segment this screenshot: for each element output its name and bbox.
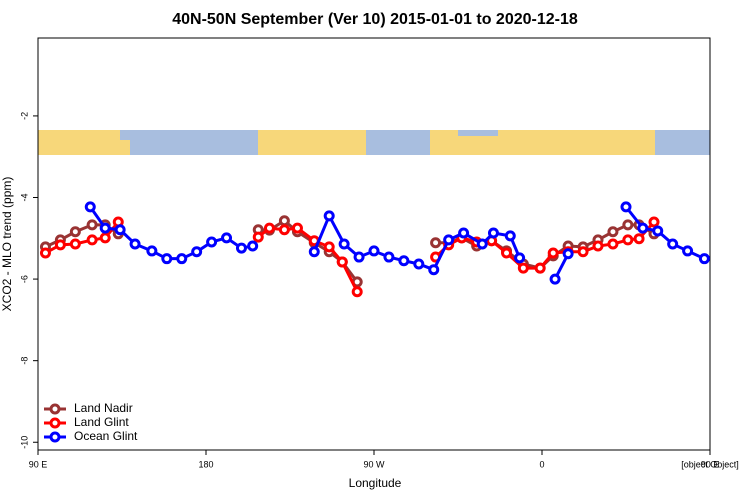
legend-marker [49, 431, 61, 443]
data-point [191, 246, 203, 258]
data-point [430, 237, 442, 249]
data-point [176, 253, 188, 265]
data-point [308, 246, 320, 258]
land-band [430, 130, 458, 155]
data-point [413, 258, 425, 270]
y-axis-label: XCO2 - MLO trend (ppm) [0, 177, 14, 312]
data-point [577, 246, 589, 258]
data-point [129, 238, 141, 250]
data-point [323, 210, 335, 222]
data-point [351, 286, 363, 298]
data-point [620, 201, 632, 213]
data-point [278, 224, 290, 236]
y-tick-label: -10 [19, 436, 29, 449]
x-axis-label: Longitude [349, 476, 402, 490]
data-point [69, 226, 81, 238]
data-point [39, 247, 51, 259]
data-point [114, 224, 126, 236]
land-band [498, 130, 655, 155]
legend-label: Land Nadir [74, 401, 133, 415]
data-point [607, 238, 619, 250]
data-point [667, 238, 679, 250]
data-point [607, 226, 619, 238]
data-point [336, 256, 348, 268]
data-point [323, 241, 335, 253]
legend-label: Land Glint [74, 415, 129, 429]
map-strip [38, 130, 710, 155]
data-point [86, 219, 98, 231]
data-point [368, 245, 380, 257]
legend-marker [49, 403, 61, 415]
legend-label: Ocean Glint [74, 429, 138, 443]
data-point [146, 245, 158, 257]
data-point [263, 222, 275, 234]
y-tick-label: -2 [19, 112, 29, 120]
data-point [54, 239, 66, 251]
data-point [398, 255, 410, 267]
data-point [534, 262, 546, 274]
data-point [637, 222, 649, 234]
data-point [443, 234, 455, 246]
data-point [84, 201, 96, 213]
data-point [206, 236, 218, 248]
data-point [99, 232, 111, 244]
data-point [86, 234, 98, 246]
data-point [247, 240, 259, 252]
data-point [652, 225, 664, 237]
data-point [682, 245, 694, 257]
data-point [517, 262, 529, 274]
land-band [38, 130, 120, 155]
y-tick-label: -8 [19, 357, 29, 365]
data-point [562, 248, 574, 260]
x-tick-label: 0 [539, 459, 544, 469]
data-point [622, 234, 634, 246]
chart-title: 40N-50N September (Ver 10) 2015-01-01 to… [172, 11, 578, 28]
data-point [487, 227, 499, 239]
data-point [99, 222, 111, 234]
x-tick-label: 90 E [29, 459, 48, 469]
data-point [698, 253, 710, 265]
x-tick-label: [object Object] [681, 459, 739, 469]
data-point [428, 264, 440, 276]
land-band [458, 136, 498, 155]
data-point [353, 251, 365, 263]
y-tick-label: -4 [19, 193, 29, 201]
data-point [338, 238, 350, 250]
data-point [291, 222, 303, 234]
data-point [252, 231, 264, 243]
legend-marker [49, 417, 61, 429]
data-point [221, 232, 233, 244]
data-point [458, 227, 470, 239]
data-point [383, 251, 395, 263]
x-tick-label: 90 W [363, 459, 385, 469]
data-point [501, 247, 513, 259]
x-tick-label: 180 [198, 459, 213, 469]
data-point [622, 219, 634, 231]
data-point [504, 230, 516, 242]
data-point [514, 252, 526, 264]
x-tick-label: 90 E [701, 459, 720, 469]
data-point [235, 242, 247, 254]
series-line [44, 220, 656, 293]
data-point [592, 240, 604, 252]
data-point [648, 216, 660, 228]
data-point [633, 233, 645, 245]
data-point [549, 273, 561, 285]
data-point [278, 215, 290, 227]
data-point [69, 238, 81, 250]
land-band [120, 140, 130, 155]
land-band [258, 130, 366, 155]
data-point [476, 238, 488, 250]
y-tick-label: -6 [19, 275, 29, 283]
data-point [161, 253, 173, 265]
data-point [547, 247, 559, 259]
